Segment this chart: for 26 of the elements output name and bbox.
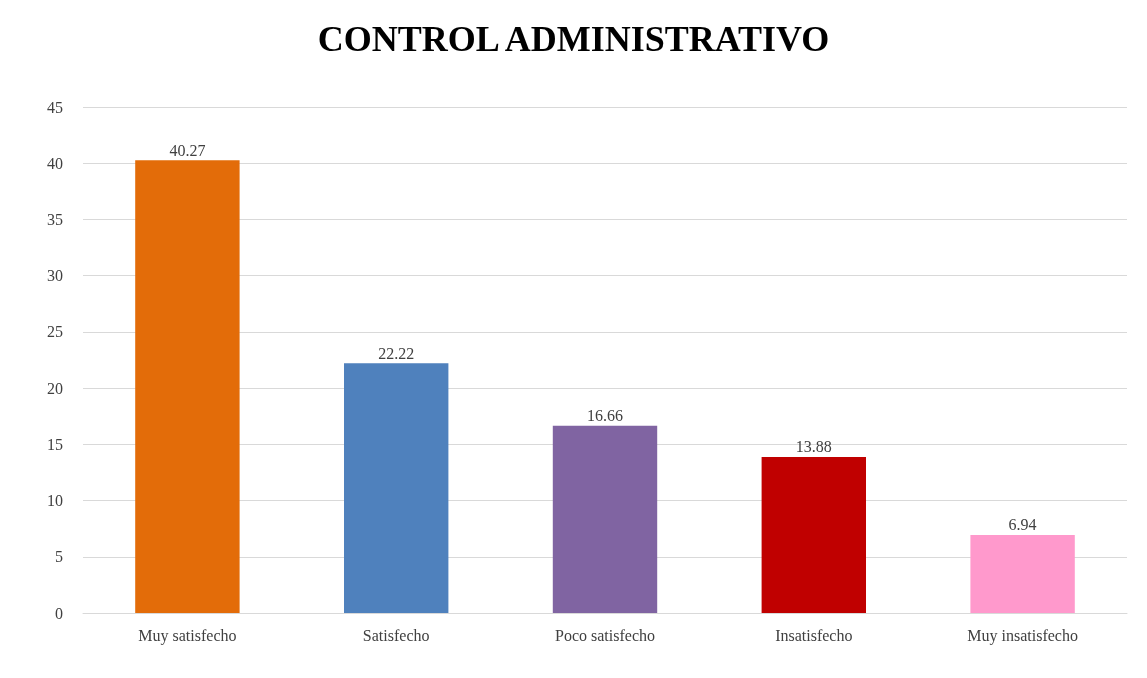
x-tick-label: Satisfecho bbox=[362, 626, 430, 644]
bar bbox=[552, 425, 658, 613]
bar bbox=[135, 160, 240, 613]
y-tick-label: 5 bbox=[55, 548, 63, 566]
bar bbox=[344, 363, 449, 613]
bar bbox=[761, 456, 866, 613]
data-label: 22.22 bbox=[378, 344, 415, 362]
chart-title: CONTROL ADMINISTRATIVO bbox=[317, 19, 830, 59]
y-tick-label: 45 bbox=[47, 98, 63, 116]
y-tick-label: 0 bbox=[55, 604, 63, 622]
y-tick-label: 15 bbox=[47, 435, 63, 453]
y-tick-label: 35 bbox=[47, 210, 63, 228]
x-tick-label: Muy insatisfecho bbox=[967, 626, 1078, 645]
data-label: 6.94 bbox=[1008, 516, 1037, 534]
x-tick-label: Insatisfecho bbox=[775, 626, 853, 644]
x-tick-label: Muy satisfecho bbox=[138, 626, 237, 645]
y-tick-label: 30 bbox=[47, 267, 63, 285]
bar bbox=[970, 534, 1075, 613]
y-tick-label: 40 bbox=[47, 154, 63, 172]
data-label: 16.66 bbox=[587, 407, 623, 425]
data-label: 13.88 bbox=[795, 438, 832, 456]
y-tick-label: 10 bbox=[47, 492, 63, 510]
x-tick-label: Poco satisfecho bbox=[555, 626, 655, 644]
y-tick-label: 20 bbox=[47, 379, 63, 397]
data-label: 40.27 bbox=[169, 141, 206, 159]
y-tick-label: 25 bbox=[47, 323, 63, 341]
